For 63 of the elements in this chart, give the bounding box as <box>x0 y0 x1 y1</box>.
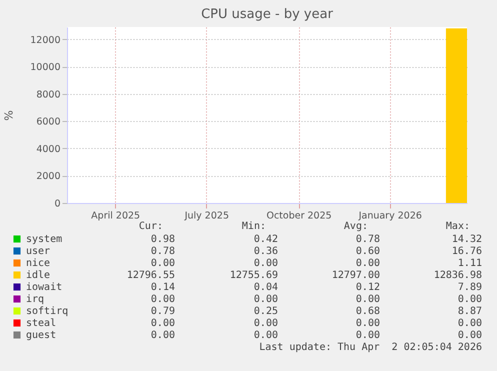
y-tick-label: 4000 <box>36 144 60 155</box>
legend-label: irq <box>26 294 44 305</box>
text: 16.76 <box>452 246 482 258</box>
text: 0.78 <box>356 234 380 246</box>
text: 7.89 <box>458 282 482 294</box>
y-tick-label: 10000 <box>30 62 60 74</box>
text: 0.14 <box>150 282 175 294</box>
text: 0.25 <box>254 306 278 318</box>
text: 0.00 <box>356 258 380 270</box>
text: 0.00 <box>150 294 175 306</box>
text: 12755.69 <box>230 270 278 282</box>
text: Min: <box>242 221 266 233</box>
text: 8.87 <box>458 306 482 318</box>
text: 0.00 <box>254 294 278 306</box>
text: Max: <box>446 221 470 233</box>
text: 0.79 <box>150 306 175 318</box>
legend-label: nice <box>26 258 50 269</box>
text: 0.42 <box>254 234 278 246</box>
text: 0.00 <box>254 330 278 342</box>
text: 0.00 <box>458 330 482 342</box>
y-tick-label: 6000 <box>36 116 60 128</box>
text: 1.11 <box>458 258 482 270</box>
text: 14.32 <box>452 234 482 246</box>
text: 0.00 <box>458 294 482 306</box>
y-tick-label: 0 <box>54 198 60 210</box>
text: 0.00 <box>150 258 175 270</box>
text: 12796.55 <box>126 270 175 282</box>
chart-title: CPU usage - by year <box>201 7 334 22</box>
y-tick-label: 12000 <box>30 34 60 46</box>
text: Last update: Thu Apr 2 02:05:04 2026 <box>259 342 482 354</box>
legend-label: guest <box>26 330 56 341</box>
text: 0.98 <box>150 234 175 246</box>
legend-label: user <box>26 246 50 257</box>
text: 0.00 <box>254 258 278 270</box>
text: Cur: <box>138 221 163 233</box>
text: Avg: <box>344 221 368 233</box>
text: 0.00 <box>356 294 380 306</box>
text: 0.04 <box>254 282 278 294</box>
legend-label: system <box>26 234 62 245</box>
text: 0.00 <box>150 330 175 342</box>
x-tick-label: October 2025 <box>266 210 332 222</box>
text: 0.12 <box>356 282 380 294</box>
y-tick-label: 8000 <box>36 89 60 100</box>
text: 12797.00 <box>332 270 380 282</box>
text: 0.00 <box>150 318 175 330</box>
legend-label: iowait <box>26 282 62 293</box>
y-tick-label: 2000 <box>36 171 60 182</box>
x-tick-label: January 2026 <box>358 210 422 222</box>
text: 0.78 <box>150 246 175 258</box>
legend-label: idle <box>26 270 50 281</box>
y-axis-title: % <box>2 110 16 121</box>
text: 0.60 <box>356 246 380 258</box>
text: 0.00 <box>458 318 482 330</box>
text: 12836.98 <box>434 270 482 282</box>
x-tick-label: April 2025 <box>91 210 140 222</box>
legend-label: steal <box>26 318 56 329</box>
text: 0.36 <box>254 246 278 258</box>
legend-label: softirq <box>26 306 68 317</box>
text: 0.00 <box>356 330 380 342</box>
text: 0.00 <box>356 318 380 330</box>
x-tick-label: July 2025 <box>184 210 229 222</box>
text: 0.68 <box>356 306 380 318</box>
text: 0.00 <box>254 318 278 330</box>
